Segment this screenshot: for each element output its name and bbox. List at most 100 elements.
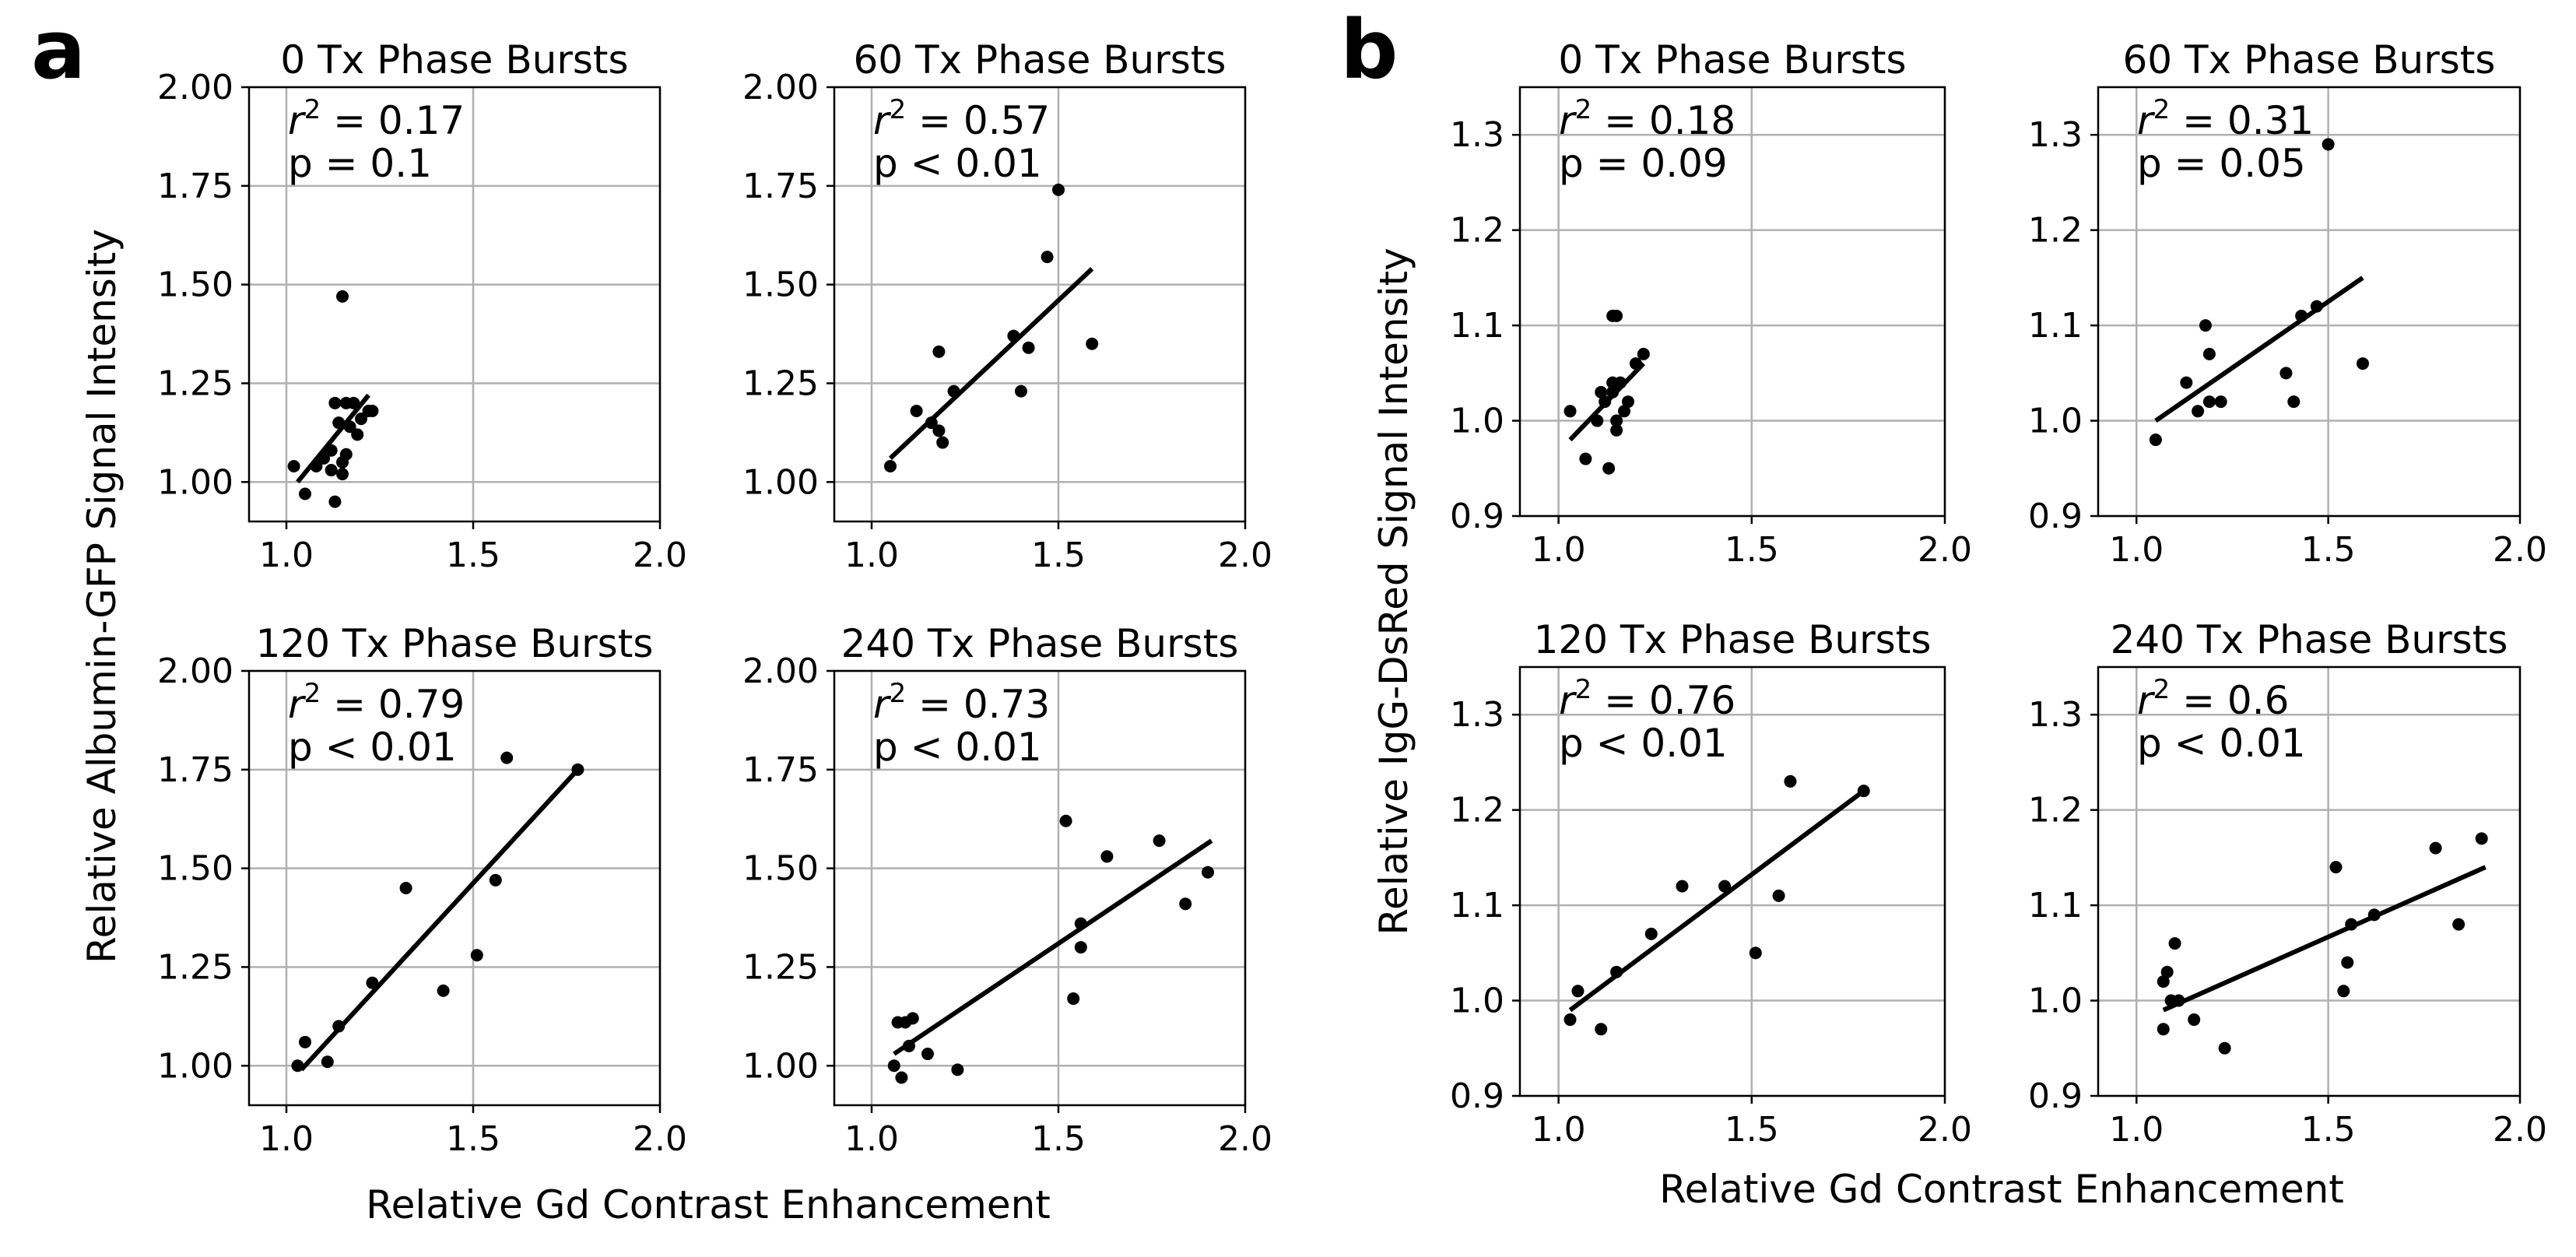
data-point xyxy=(2214,395,2227,409)
panel-label-b: b xyxy=(1340,2,1398,97)
data-point xyxy=(2180,376,2193,389)
r-squared-annotation: r2 = 0.17 xyxy=(288,94,465,143)
data-point xyxy=(2202,347,2216,360)
data-point xyxy=(1610,423,1623,437)
data-point xyxy=(1086,337,1099,350)
data-point xyxy=(884,459,897,472)
data-point xyxy=(355,413,367,426)
y-tick-label: 1.2 xyxy=(1450,791,1504,830)
x-tick-label: 1.0 xyxy=(844,535,899,575)
data-point xyxy=(1610,414,1623,427)
data-point xyxy=(332,1020,346,1033)
data-point xyxy=(489,873,502,887)
x-tick-label: 1.5 xyxy=(2301,530,2356,570)
x-tick-label: 2.0 xyxy=(1918,530,1972,570)
data-point xyxy=(1749,946,1762,960)
regression-line xyxy=(299,767,580,1072)
data-point xyxy=(1599,395,1612,409)
x-tick-label: 2.0 xyxy=(2493,1110,2547,1150)
data-point xyxy=(921,1048,934,1061)
data-point xyxy=(343,420,356,434)
x-tick-label: 1.0 xyxy=(844,1119,899,1159)
y-tick-label: 1.2 xyxy=(1450,211,1504,251)
y-tick-label: 2.00 xyxy=(742,68,819,107)
y-tick-label: 1.3 xyxy=(2028,695,2083,735)
data-point xyxy=(2475,832,2488,845)
r-squared-annotation: r2 = 0.18 xyxy=(1559,94,1735,143)
y-tick-label: 0.9 xyxy=(1450,497,1504,536)
data-point xyxy=(2295,309,2308,322)
x-tick-label: 1.5 xyxy=(1031,535,1086,575)
y-tick-label: 1.3 xyxy=(2028,115,2083,155)
x-tick-label: 1.0 xyxy=(2109,530,2164,570)
y-tick-label: 1.0 xyxy=(1450,981,1504,1021)
y-tick-label: 1.25 xyxy=(157,947,233,987)
data-point xyxy=(291,1059,304,1073)
subplot-title: 60 Tx Phase Bursts xyxy=(854,37,1227,83)
data-point xyxy=(1610,965,1623,978)
data-point xyxy=(336,290,349,303)
y-tick-label: 1.1 xyxy=(1450,306,1504,346)
y-tick-label: 1.2 xyxy=(2028,791,2083,830)
x-tick-label: 1.0 xyxy=(259,535,314,575)
data-point xyxy=(932,345,946,358)
data-point xyxy=(2188,1013,2201,1027)
data-point xyxy=(1621,395,1634,409)
data-point xyxy=(299,1035,311,1048)
x-tick-label: 1.0 xyxy=(1532,530,1586,570)
subplot-a-4: 1.0 1.5 2.0 1.00 1.25 1.50 1.75 2.00 240 Tx Phas… xyxy=(742,621,1272,1159)
data-point xyxy=(1015,384,1027,398)
data-point xyxy=(1614,376,1627,389)
data-point xyxy=(2341,956,2354,969)
data-point xyxy=(2160,965,2174,978)
subplot-a-3: 1.0 1.5 2.0 1.00 1.25 1.50 1.75 2.00 120 Tx Phas… xyxy=(157,621,687,1159)
data-point xyxy=(1618,405,1631,418)
regression-line xyxy=(2162,865,2487,1013)
axes-frame xyxy=(1518,665,1946,1097)
data-point xyxy=(1676,880,1689,893)
x-tick-label: 2.0 xyxy=(1218,535,1272,575)
data-point xyxy=(2279,367,2293,380)
data-point xyxy=(328,495,342,508)
axes-frame xyxy=(247,86,662,523)
data-point xyxy=(2452,918,2465,931)
p-value-annotation: p < 0.01 xyxy=(288,725,457,770)
subplot-title: 240 Tx Phase Bursts xyxy=(841,621,1239,666)
p-value-annotation: p < 0.01 xyxy=(873,141,1042,186)
data-point xyxy=(318,451,330,465)
data-point xyxy=(936,436,949,449)
data-point xyxy=(2367,908,2381,922)
y-tick-label: 2.00 xyxy=(157,68,233,107)
data-point xyxy=(1718,880,1732,893)
axes-frame xyxy=(833,86,1247,523)
y-tick-label: 0.9 xyxy=(2028,497,2083,536)
x-tick-label: 1.5 xyxy=(1725,530,1779,570)
data-point xyxy=(947,384,960,398)
y-tick-label: 1.0 xyxy=(2028,981,2083,1021)
y-axis-label-a: Relative Albumin-GFP Signal Intensity xyxy=(79,229,125,964)
y-tick-label: 2.00 xyxy=(157,651,233,691)
y-tick-label: 1.50 xyxy=(157,849,233,889)
data-point xyxy=(2345,918,2358,931)
data-point xyxy=(1563,1013,1577,1027)
r-squared-annotation: r2 = 0.79 xyxy=(288,678,465,727)
data-point xyxy=(2157,1023,2170,1036)
data-point xyxy=(1100,850,1114,863)
data-point xyxy=(1059,814,1072,827)
regression-line xyxy=(2154,276,2364,423)
panel-label-a: a xyxy=(31,2,86,97)
data-point xyxy=(366,976,379,989)
data-point xyxy=(1153,834,1166,848)
p-value-annotation: p < 0.01 xyxy=(873,725,1042,770)
subplot-b-1: 1.0 1.5 2.0 0.9 1.0 1.1 1.2 1.3 0 Tx Phase Burst… xyxy=(1450,37,1972,570)
axes-frame xyxy=(247,669,662,1107)
data-point xyxy=(287,459,300,472)
y-tick-label: 1.3 xyxy=(1450,115,1504,155)
data-point xyxy=(1202,866,1214,879)
data-point xyxy=(336,468,349,481)
data-point xyxy=(1563,405,1577,418)
data-point xyxy=(1772,889,1785,902)
x-axis-label-a: Relative Gd Contrast Enhancement xyxy=(366,1182,1051,1227)
x-tick-label: 1.5 xyxy=(1725,1110,1779,1150)
y-tick-label: 1.50 xyxy=(742,265,819,305)
